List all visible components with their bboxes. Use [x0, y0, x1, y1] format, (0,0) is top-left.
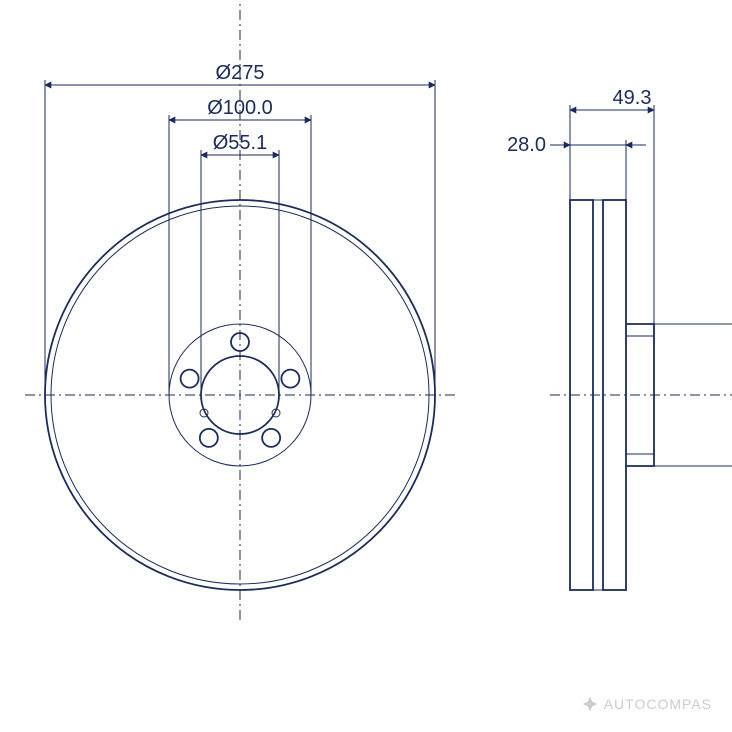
dim-label: Ø275 [216, 62, 265, 84]
watermark: AUTOCOMPAS [582, 696, 712, 712]
bolt-hole [200, 429, 218, 447]
dim-label: 49.3 [613, 87, 652, 109]
bolt-hole [262, 429, 280, 447]
bolt-hole [181, 370, 199, 388]
dim-label: Ø100.0 [207, 97, 273, 119]
dim-label: Ø55.1 [213, 132, 267, 154]
watermark-text: AUTOCOMPAS [604, 696, 712, 712]
dim-label: 28.0 [507, 134, 546, 156]
logo-icon [582, 696, 598, 712]
bolt-hole [281, 370, 299, 388]
